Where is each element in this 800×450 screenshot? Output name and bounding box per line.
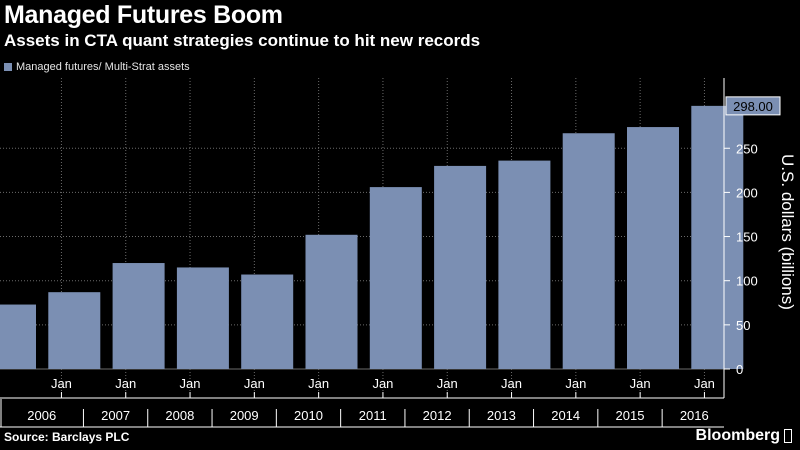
x-year-label: 2008 <box>165 408 194 423</box>
bar-layer <box>0 105 744 369</box>
bar <box>691 105 744 369</box>
x-month-label: Jan <box>244 376 265 391</box>
bar <box>562 133 615 369</box>
x-year-label: 2014 <box>551 408 580 423</box>
source-note: Source: Barclays PLC <box>4 430 130 444</box>
x-year-label: 2012 <box>423 408 452 423</box>
x-year-label: 2007 <box>101 408 130 423</box>
x-year-label: 2016 <box>680 408 709 423</box>
x-month-label: Jan <box>180 376 201 391</box>
x-year-label: 2006 <box>27 408 56 423</box>
x-month-label: Jan <box>501 376 522 391</box>
y-axis-title: U.S. dollars (billions) <box>778 154 797 310</box>
brand-logo: Bloomberg <box>696 427 792 445</box>
x-year-label: 2015 <box>616 408 645 423</box>
x-year-label: 2010 <box>294 408 323 423</box>
x-month-label: Jan <box>565 376 586 391</box>
bar <box>48 292 101 369</box>
bar <box>112 263 165 369</box>
x-month-label: Jan <box>308 376 329 391</box>
y-tick-label: 200 <box>736 185 758 200</box>
y-tick-label: 50 <box>736 318 750 333</box>
y-tick-label: 250 <box>736 141 758 156</box>
bar <box>176 267 229 369</box>
x-month-label: Jan <box>437 376 458 391</box>
last-value-label: 298.00 <box>733 99 773 114</box>
brand-mark-icon <box>784 429 792 443</box>
x-month-label: Jan <box>51 376 72 391</box>
x-month-label: Jan <box>372 376 393 391</box>
bar <box>241 274 294 369</box>
bar <box>305 234 358 369</box>
legend-label: Managed futures/ Multi-Strat assets <box>16 61 190 73</box>
y-tick-label: 150 <box>736 230 758 245</box>
x-year-label: 2011 <box>359 408 387 423</box>
bar <box>627 127 679 369</box>
x-year-label: 2013 <box>487 408 516 423</box>
chart-title: Managed Futures Boom <box>4 1 283 29</box>
bar <box>434 165 487 369</box>
legend: Managed futures/ Multi-Strat assets <box>4 61 190 73</box>
bar <box>369 187 422 369</box>
x-year-label: 2009 <box>230 408 259 423</box>
label-layer: 298.00 U.S. dollars (billions) <box>725 96 797 310</box>
x-month-label: Jan <box>115 376 136 391</box>
legend-swatch <box>4 63 12 71</box>
y-tick-label: 0 <box>736 362 743 377</box>
bar <box>498 160 551 369</box>
grid-layer <box>0 78 724 398</box>
x-month-label: Jan <box>694 376 715 391</box>
axis-layer: 0 50 100 150 200 250 Jan Jan Jan Jan Jan Jan Jan Jan J… <box>0 78 758 428</box>
chart-subtitle: Assets in CTA quant strategies continue … <box>4 31 481 50</box>
bar <box>0 304 36 369</box>
brand-name: Bloomberg <box>695 427 780 444</box>
y-tick-label: 100 <box>736 274 758 289</box>
last-value-callout <box>725 96 781 116</box>
x-month-label: Jan <box>630 376 651 391</box>
